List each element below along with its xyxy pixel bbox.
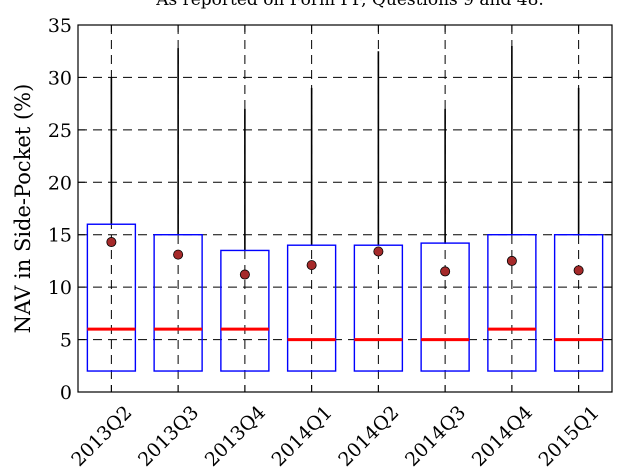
x-tick-label: 2013Q2 (67, 402, 136, 471)
y-tick-label: 20 (48, 172, 72, 194)
median-layer (87, 327, 603, 342)
x-tick-label: 2014Q3 (401, 402, 470, 471)
x-tick-label: 2014Q1 (267, 402, 336, 471)
box-iqr (353, 244, 404, 372)
y-tick-label: 10 (48, 277, 72, 299)
box-iqr (553, 234, 604, 372)
box-mean-marker (373, 246, 384, 257)
x-tick-label: 2013Q4 (201, 402, 270, 471)
box-mean-marker (239, 269, 250, 280)
grid-layer (78, 25, 612, 392)
box-iqr (86, 223, 137, 372)
whisker-layer (110, 45, 580, 251)
box-mean-marker (506, 255, 517, 266)
box-mean-marker (173, 249, 184, 260)
box-iqr (487, 234, 537, 372)
y-tick-label: 30 (48, 67, 72, 89)
box-iqr (153, 234, 203, 372)
box-iqr (220, 249, 270, 372)
y-tick-label: 25 (48, 120, 72, 142)
box-mean-marker (306, 260, 317, 271)
box-iqr (420, 242, 470, 372)
y-tick-label: 15 (48, 225, 72, 247)
y-tick-label: 0 (60, 382, 72, 404)
box-mean-marker (106, 237, 117, 248)
y-tick-label: 5 (60, 330, 72, 352)
y-axis-title: NAV in Side-Pocket (%) (11, 84, 35, 334)
x-tick-label: 2014Q2 (334, 402, 403, 471)
chart-subtitle: As reported on Form PF, Questions 9 and … (155, 0, 544, 10)
box-mean-marker (440, 266, 451, 277)
x-tick-label: 2015Q1 (534, 402, 603, 471)
box-layer (86, 223, 604, 372)
box-mean-marker (573, 265, 584, 276)
mean-layer (106, 237, 584, 280)
x-tick-label: 2014Q4 (468, 402, 537, 471)
x-tick-label: 2013Q3 (134, 402, 203, 471)
box-iqr (286, 244, 337, 372)
plot-frame (77, 24, 613, 393)
y-axis-ticks: 0 5 10 15 20 25 30 35 (48, 15, 612, 404)
y-tick-label: 35 (48, 15, 72, 37)
